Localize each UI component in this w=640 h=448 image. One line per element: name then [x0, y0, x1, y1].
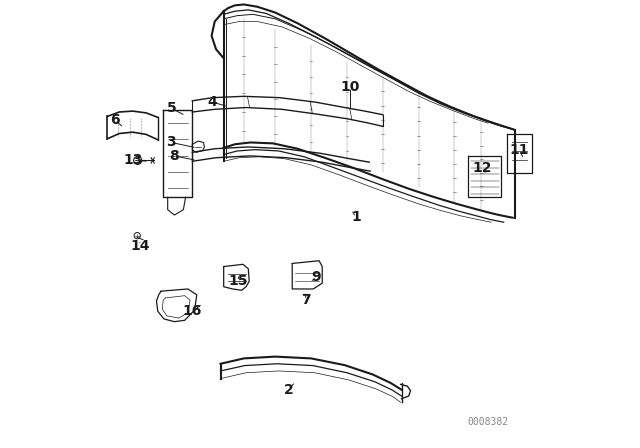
- Text: 16: 16: [182, 304, 202, 319]
- Text: 4: 4: [207, 95, 218, 109]
- Text: 13: 13: [123, 153, 143, 168]
- Text: 9: 9: [312, 270, 321, 284]
- Text: 11: 11: [509, 143, 529, 157]
- Text: 14: 14: [130, 238, 150, 253]
- Text: 7: 7: [301, 293, 310, 307]
- Text: 1: 1: [351, 210, 361, 224]
- Text: 0008382: 0008382: [467, 417, 509, 427]
- Text: 6: 6: [110, 113, 120, 127]
- Text: 3: 3: [166, 135, 176, 150]
- Text: 12: 12: [472, 161, 492, 175]
- Text: 5: 5: [166, 101, 176, 116]
- Text: 8: 8: [170, 149, 179, 163]
- Text: 2: 2: [284, 383, 294, 397]
- Text: 15: 15: [228, 274, 248, 289]
- Text: 10: 10: [340, 80, 360, 95]
